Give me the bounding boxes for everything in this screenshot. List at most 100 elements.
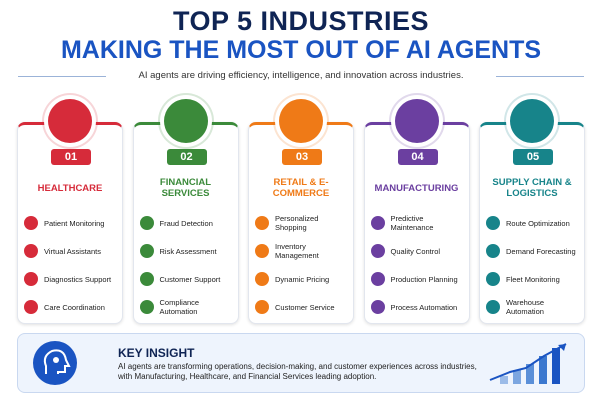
list-item: Fraud Detection <box>139 209 234 237</box>
item-text: Personalized Shopping <box>275 214 319 232</box>
number-badge: 02 <box>166 149 207 165</box>
item-text: Inventory Management <box>275 242 319 260</box>
item-icon <box>255 216 269 230</box>
insight-icon <box>33 341 77 385</box>
item-text: Fraud Detection <box>159 218 213 228</box>
title-line: TOP 5 INDUSTRIES <box>172 6 430 36</box>
number-badge: 01 <box>51 149 91 165</box>
list-item: Demand Forecasting <box>486 237 580 265</box>
insight-text: AI agents are transforming operations, d… <box>118 362 477 381</box>
industry-card: 01 HEALTHCARE Patient Monitoring Virtual As… <box>17 95 123 324</box>
industry-icon <box>163 99 208 143</box>
item-text: Virtual Assistants <box>44 246 101 256</box>
number-badge: 03 <box>282 149 322 165</box>
list-item: Personalized Shopping <box>255 209 349 237</box>
item-text: Diagnostics Support <box>44 274 112 284</box>
item-icon <box>486 272 500 286</box>
item-text: Customer Service <box>275 302 335 312</box>
item-icon <box>370 244 385 258</box>
item-list: Route Optimization Demand Forecasting Flee… <box>486 209 580 321</box>
item-icon <box>139 216 154 230</box>
number-badge: 05 <box>513 149 553 165</box>
item-icon <box>486 300 500 314</box>
industry-card: 05 SUPPLY CHAIN & LOGISTICS Route Optimiza… <box>479 95 585 324</box>
title-line: MAKING THE MOST OUT OF AI AGENTS <box>60 36 542 64</box>
item-icon <box>139 300 154 314</box>
industry-icon <box>510 99 554 143</box>
growth-illustration <box>489 343 567 384</box>
item-icon <box>255 300 269 314</box>
list-item: Dynamic Pricing <box>255 265 349 293</box>
item-icon <box>139 272 154 286</box>
item-text: Risk Assessment <box>159 246 217 256</box>
item-list: Predictive Maintenance Quality Control Pro… <box>370 209 465 321</box>
item-icon <box>139 244 154 258</box>
item-icon <box>370 272 385 286</box>
number-badge: 04 <box>397 149 438 165</box>
item-text: Fleet Monitoring <box>506 274 560 284</box>
industry-icon <box>48 99 92 143</box>
list-item: Route Optimization <box>486 209 580 237</box>
industry-icon <box>394 99 439 143</box>
list-item: Patient Monitoring <box>24 209 118 237</box>
card-title: RETAIL & E-COMMERCE <box>272 177 330 199</box>
insight-title: KEY INSIGHT <box>118 346 195 360</box>
item-icon <box>370 216 385 230</box>
industry-card: 03 RETAIL & E-COMMERCE Personalized Shoppi… <box>248 95 354 324</box>
list-item: Risk Assessment <box>139 237 234 265</box>
item-icon <box>24 216 38 230</box>
list-item: Process Automation <box>370 293 465 321</box>
icon-halo <box>390 95 443 147</box>
item-text: Patient Monitoring <box>44 218 105 228</box>
item-icon <box>24 272 38 286</box>
item-text: Route Optimization <box>506 218 570 228</box>
list-item: Predictive Maintenance <box>370 209 465 237</box>
item-text: Production Planning <box>390 274 458 284</box>
card-title: MANUFACTURING <box>374 182 459 194</box>
list-item: Compliance Automation <box>139 293 234 321</box>
subtitle: AI agents are driving efficiency, intell… <box>138 70 464 81</box>
list-item: Customer Support <box>139 265 234 293</box>
list-item: Quality Control <box>370 237 465 265</box>
card-title: SUPPLY CHAIN & LOGISTICS <box>492 177 572 199</box>
divider <box>18 76 106 77</box>
icon-halo <box>159 95 212 147</box>
item-list: Personalized Shopping Inventory Managemen… <box>255 209 349 321</box>
item-text: Process Automation <box>390 302 458 312</box>
item-icon <box>486 216 500 230</box>
industry-icon <box>279 99 323 143</box>
insight-box: KEY INSIGHT AI agents are transforming o… <box>17 333 585 393</box>
item-icon <box>24 300 38 314</box>
card-title: HEALTHCARE <box>37 182 103 194</box>
list-item: Inventory Management <box>255 237 349 265</box>
item-icon <box>255 244 269 258</box>
list-item: Production Planning <box>370 265 465 293</box>
icon-halo <box>275 95 327 147</box>
item-text: Predictive Maintenance <box>390 214 434 232</box>
item-list: Fraud Detection Risk Assessment Customer S… <box>139 209 234 321</box>
item-text: Dynamic Pricing <box>275 274 330 284</box>
list-item: Warehouse Automation <box>486 293 580 321</box>
item-icon <box>24 244 38 258</box>
item-text: Compliance Automation <box>159 298 200 316</box>
item-icon <box>486 244 500 258</box>
industry-card: 02 FINANCIAL SERVICES Fraud Detection Risk … <box>132 95 239 324</box>
list-item: Diagnostics Support <box>24 265 118 293</box>
list-item: Customer Service <box>255 293 349 321</box>
industry-card: 04 MANUFACTURING Predictive Maintenance Qua… <box>363 95 470 324</box>
item-text: Customer Support <box>159 274 221 284</box>
icon-halo <box>44 95 96 147</box>
list-item: Fleet Monitoring <box>486 265 580 293</box>
item-text: Warehouse Automation <box>506 298 545 316</box>
item-icon <box>255 272 269 286</box>
list-item: Care Coordination <box>24 293 118 321</box>
card-title: FINANCIAL SERVICES <box>159 177 212 199</box>
item-text: Demand Forecasting <box>506 246 576 256</box>
icon-halo <box>506 95 558 147</box>
item-text: Quality Control <box>390 246 441 256</box>
list-item: Virtual Assistants <box>24 237 118 265</box>
divider <box>496 76 584 77</box>
item-list: Patient Monitoring Virtual Assistants Diag… <box>24 209 118 321</box>
item-text: Care Coordination <box>44 302 105 312</box>
